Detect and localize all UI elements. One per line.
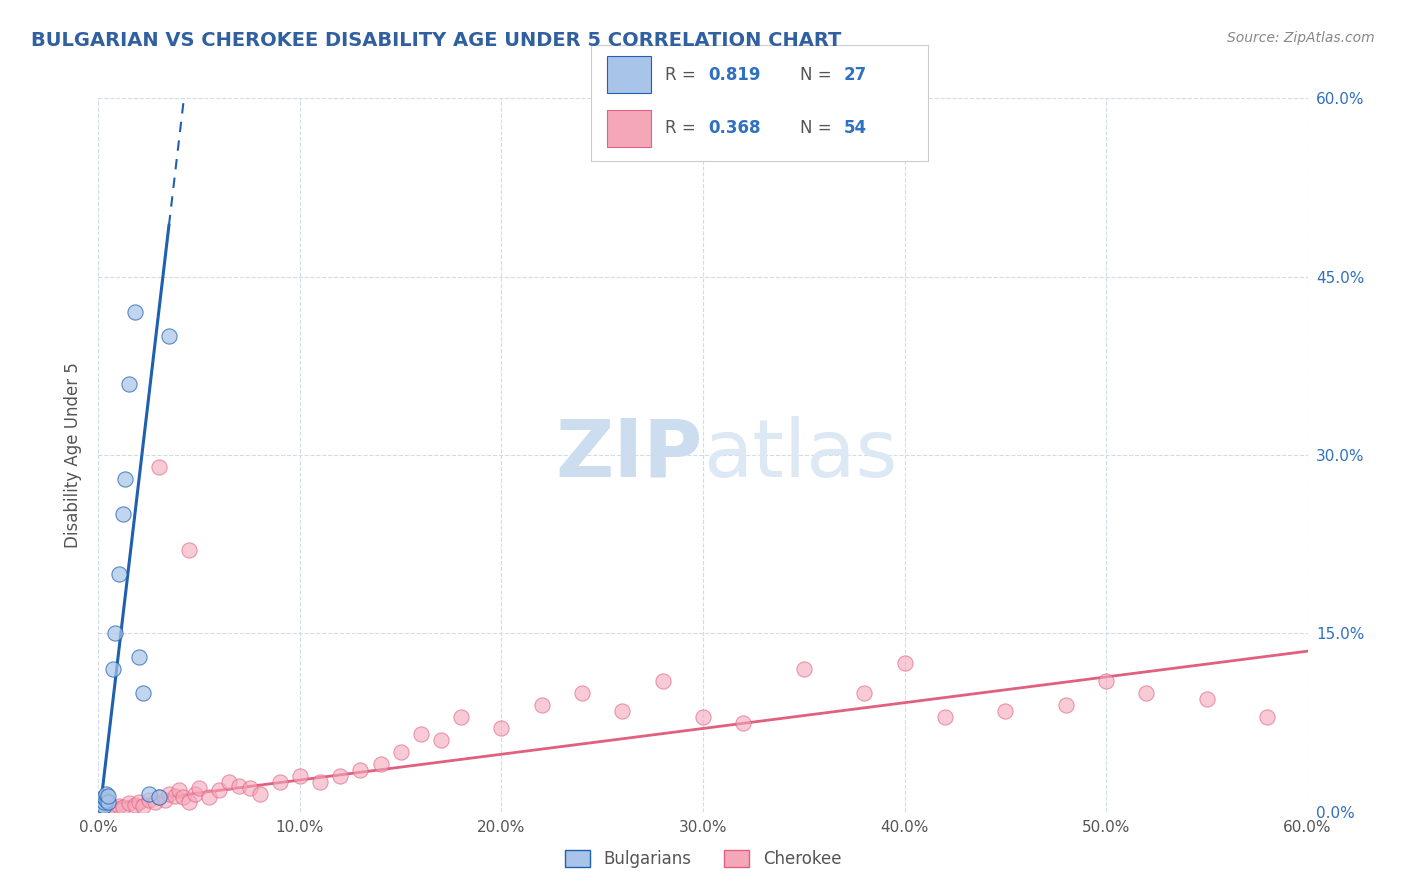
- Point: [91, 797, 114, 812]
- Y-axis label: Disability Age Under 5: Disability Age Under 5: [65, 362, 83, 548]
- Point: [97, 789, 120, 804]
- Point: [309, 775, 332, 789]
- Point: [96, 787, 118, 801]
- Point: [692, 709, 714, 723]
- Point: [103, 801, 125, 815]
- Point: [91, 793, 114, 807]
- Point: [198, 790, 221, 805]
- Point: [1135, 686, 1157, 700]
- Point: [132, 798, 155, 813]
- Bar: [607, 110, 651, 146]
- Point: [93, 795, 115, 809]
- Point: [1054, 698, 1077, 712]
- Point: [349, 763, 371, 777]
- Point: [1256, 709, 1278, 723]
- Point: [143, 795, 166, 809]
- Point: [118, 797, 141, 811]
- Point: [167, 783, 190, 797]
- Point: [132, 686, 155, 700]
- Point: [409, 727, 432, 741]
- Point: [530, 698, 553, 712]
- Point: [179, 543, 201, 558]
- Point: [370, 757, 392, 772]
- Point: [124, 305, 146, 319]
- Point: [163, 789, 186, 804]
- Point: [118, 376, 141, 391]
- Point: [128, 795, 150, 809]
- Point: [172, 790, 194, 805]
- Point: [450, 709, 472, 723]
- Point: [157, 329, 180, 343]
- Point: [103, 626, 125, 640]
- Point: [1195, 691, 1218, 706]
- Point: [934, 709, 956, 723]
- Point: [288, 769, 311, 783]
- Point: [793, 662, 815, 676]
- Text: Source: ZipAtlas.com: Source: ZipAtlas.com: [1227, 31, 1375, 45]
- Legend: Bulgarians, Cherokee: Bulgarians, Cherokee: [558, 843, 848, 875]
- Point: [994, 704, 1017, 718]
- Point: [128, 650, 150, 665]
- Point: [269, 775, 291, 789]
- Point: [107, 798, 129, 813]
- Text: 0.819: 0.819: [709, 66, 761, 84]
- Text: R =: R =: [665, 120, 700, 137]
- Point: [184, 787, 207, 801]
- Point: [138, 793, 160, 807]
- Text: 27: 27: [844, 66, 868, 84]
- Point: [239, 780, 262, 795]
- Point: [124, 797, 146, 812]
- Text: BULGARIAN VS CHEROKEE DISABILITY AGE UNDER 5 CORRELATION CHART: BULGARIAN VS CHEROKEE DISABILITY AGE UND…: [31, 31, 841, 50]
- Point: [93, 790, 115, 805]
- Text: N =: N =: [800, 66, 837, 84]
- Point: [107, 566, 129, 581]
- Point: [89, 802, 111, 816]
- Point: [138, 787, 160, 801]
- Point: [97, 802, 120, 816]
- Bar: [607, 56, 651, 94]
- Point: [111, 508, 134, 522]
- Point: [389, 745, 412, 759]
- Point: [208, 783, 231, 797]
- Text: R =: R =: [665, 66, 700, 84]
- Text: ZIP: ZIP: [555, 416, 703, 494]
- Text: 0.368: 0.368: [709, 120, 761, 137]
- Point: [93, 798, 115, 813]
- Point: [249, 787, 271, 801]
- Point: [148, 790, 170, 805]
- Point: [228, 779, 250, 793]
- Text: 54: 54: [844, 120, 866, 137]
- Point: [157, 787, 180, 801]
- Point: [491, 722, 513, 736]
- Point: [1095, 673, 1118, 688]
- Point: [153, 793, 176, 807]
- Point: [218, 775, 240, 789]
- Point: [571, 686, 593, 700]
- Point: [101, 662, 124, 676]
- Point: [89, 800, 111, 814]
- Point: [97, 795, 120, 809]
- Point: [893, 656, 915, 670]
- Point: [91, 801, 114, 815]
- Point: [188, 780, 211, 795]
- Point: [612, 704, 634, 718]
- Point: [179, 795, 201, 809]
- Point: [96, 793, 118, 807]
- Point: [89, 795, 111, 809]
- Point: [853, 686, 876, 700]
- Point: [651, 673, 673, 688]
- Point: [329, 769, 352, 783]
- Point: [148, 790, 170, 805]
- Point: [89, 801, 111, 815]
- Text: N =: N =: [800, 120, 837, 137]
- Point: [89, 798, 111, 813]
- Point: [114, 472, 136, 486]
- Point: [430, 733, 453, 747]
- Text: atlas: atlas: [703, 416, 897, 494]
- Point: [733, 715, 755, 730]
- Point: [148, 459, 170, 474]
- Point: [111, 800, 134, 814]
